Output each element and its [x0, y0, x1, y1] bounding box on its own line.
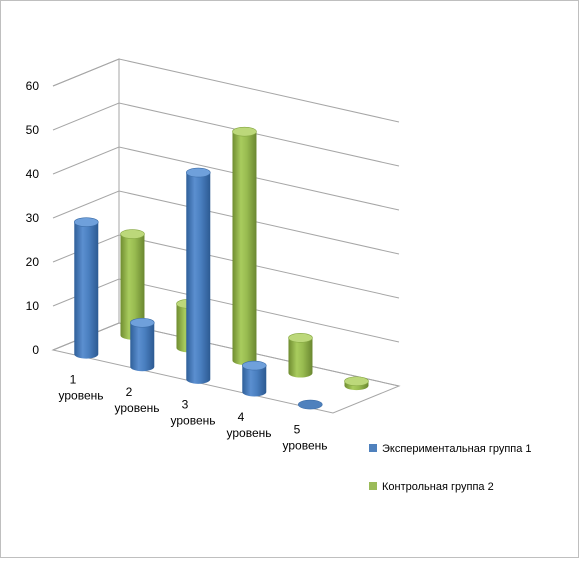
bar-top — [120, 229, 145, 239]
y-tick-label: 40 — [26, 167, 40, 181]
x-tick-label-line: 5 — [294, 423, 301, 437]
bar — [344, 376, 369, 391]
bar-body — [288, 337, 313, 378]
bars — [73, 126, 369, 410]
x-tick-label-line: 1 — [70, 372, 77, 386]
x-tick-label: 4 уровень — [226, 410, 271, 440]
gridline — [52, 278, 400, 343]
floor — [51, 322, 401, 414]
x-axis-tick-labels: 1 уровень 2 уровень 3 уровень 4 уровень 5 уровень — [58, 372, 327, 452]
bar-top — [185, 167, 211, 178]
y-tick-label: 60 — [26, 79, 40, 93]
x-tick-label-line: уровень — [282, 439, 327, 453]
bar — [73, 217, 99, 359]
x-tick-label-line: 3 — [182, 398, 189, 412]
bar-body — [186, 172, 211, 384]
x-tick-label-line: 2 — [126, 385, 133, 399]
x-tick-label-line: уровень — [114, 401, 159, 415]
gridline — [52, 146, 400, 211]
y-tick-label: 30 — [26, 211, 40, 225]
x-tick-label-line: уровень — [226, 426, 271, 440]
y-tick-label: 50 — [26, 123, 40, 137]
bar-top — [129, 317, 155, 328]
legend-swatch — [369, 444, 377, 452]
x-tick-label-line: уровень — [170, 414, 215, 428]
bar-body — [232, 131, 257, 365]
x-tick-label-line: уровень — [58, 388, 103, 402]
bar — [288, 333, 313, 378]
legend-label: Экспериментальная группа 1 — [382, 443, 532, 455]
gridline — [52, 190, 400, 255]
bar — [232, 126, 257, 365]
bar — [241, 360, 267, 397]
legend-item: Экспериментальная группа 1 — [369, 443, 532, 455]
bar — [297, 399, 323, 410]
legend-label: Контрольная группа 2 — [382, 481, 494, 493]
bar — [120, 229, 145, 340]
bar-top — [73, 217, 99, 227]
gridline — [52, 322, 400, 387]
x-tick-label-line: 4 — [238, 410, 245, 424]
bar-top — [344, 376, 369, 387]
y-axis-tick-labels: 0 10 20 30 40 50 60 — [26, 79, 40, 357]
chart-walls — [51, 58, 401, 414]
gridline — [52, 234, 400, 299]
bar-body — [120, 234, 145, 340]
gridline — [52, 58, 400, 123]
x-tick-label: 1 уровень — [58, 372, 103, 402]
gridlines — [52, 58, 400, 387]
y-tick-label: 0 — [32, 343, 39, 357]
y-tick-label: 10 — [26, 299, 40, 313]
bar-body — [242, 365, 267, 397]
x-tick-label: 5 уровень — [282, 423, 327, 453]
legend-swatch — [369, 482, 377, 490]
y-tick-label: 20 — [26, 255, 40, 269]
bar-base — [297, 399, 323, 410]
legend: Экспериментальная группа 1 Контрольная гр… — [369, 443, 532, 493]
bar-body — [130, 322, 155, 372]
legend-item: Контрольная группа 2 — [369, 481, 494, 493]
x-tick-label: 3 уровень — [170, 398, 215, 428]
bar — [185, 167, 211, 384]
bar — [129, 317, 155, 372]
x-tick-label: 2 уровень — [114, 385, 159, 415]
bar-body — [74, 222, 99, 359]
bar-top — [288, 333, 313, 343]
bar-top — [232, 126, 257, 137]
bar-top — [241, 360, 267, 371]
gridline — [52, 102, 400, 167]
